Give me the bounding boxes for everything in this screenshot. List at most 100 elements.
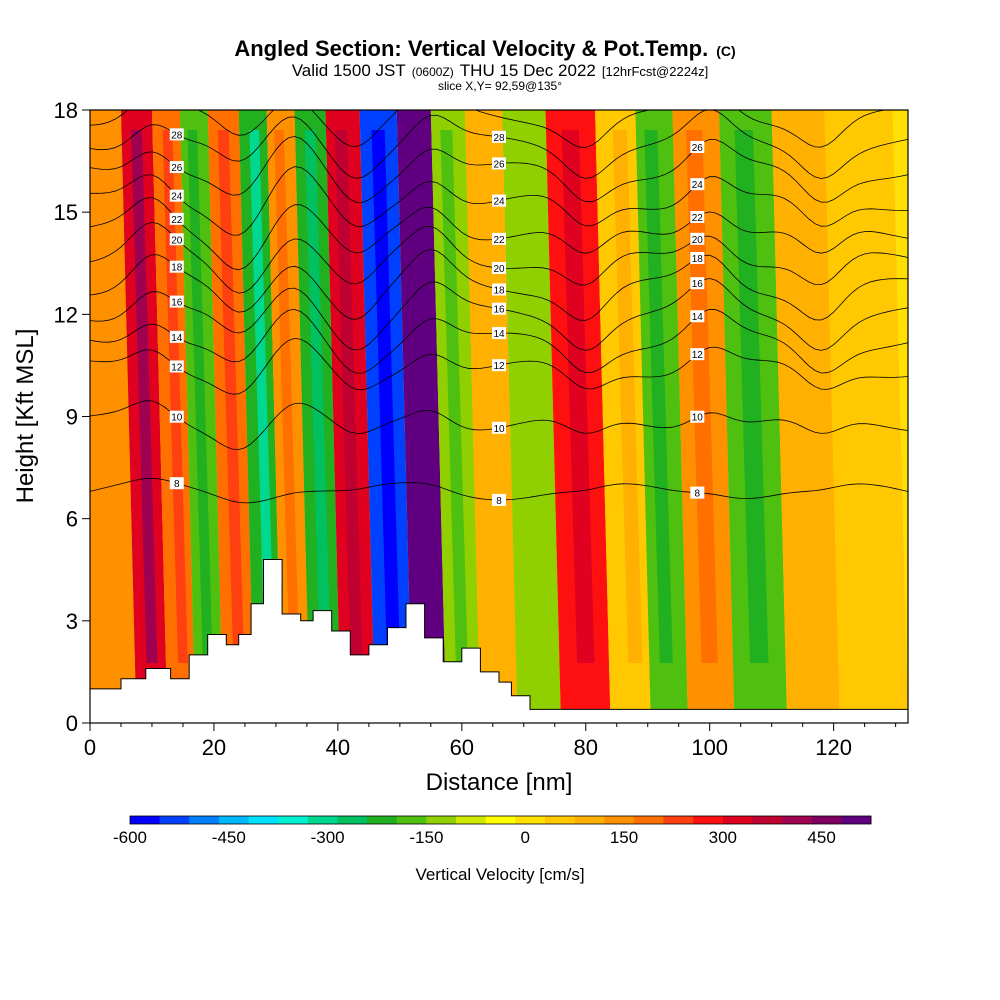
colorbar-swatch <box>693 816 724 824</box>
theta-contour-label: 28 <box>169 128 184 141</box>
velocity-field <box>90 110 908 723</box>
theta-contour-label: 18 <box>690 251 705 265</box>
velocity-core <box>734 130 769 663</box>
velocity-core <box>97 130 130 663</box>
chart-subtitle: Valid 1500 JST (0600Z) THU 15 Dec 2022 [12h… <box>292 61 709 80</box>
colorbar-tick-label: 0 <box>520 828 529 847</box>
svg-text:20: 20 <box>692 235 704 246</box>
theta-contour-label: 26 <box>169 161 184 174</box>
svg-text:14: 14 <box>171 333 183 344</box>
velocity-core <box>790 130 825 663</box>
colorbar-tick-label: 150 <box>610 828 638 847</box>
svg-text:18: 18 <box>493 285 505 296</box>
velocity-core <box>440 130 468 663</box>
velocity-core <box>371 130 401 663</box>
theta-contour-label: 24 <box>492 194 506 208</box>
x-tick-label: 80 <box>574 735 598 760</box>
x-tick-label: 120 <box>815 735 852 760</box>
svg-text:18: 18 <box>171 263 183 274</box>
y-tick-label: 12 <box>54 302 78 327</box>
y-tick-label: 9 <box>66 405 78 430</box>
colorbar-tick-label: -450 <box>212 828 246 847</box>
x-tick-label: 0 <box>84 735 96 760</box>
y-tick-label: 0 <box>66 711 78 736</box>
theta-contour-label: 20 <box>690 232 705 246</box>
theta-contour-label: 10 <box>492 421 506 435</box>
theta-contour-label: 18 <box>492 283 506 296</box>
svg-text:24: 24 <box>493 197 505 208</box>
colorbar-swatch <box>544 816 576 824</box>
colorbar-swatch <box>604 816 635 824</box>
colorbar-swatch <box>752 816 783 824</box>
x-tick-label: 60 <box>450 735 474 760</box>
svg-text:28: 28 <box>171 130 183 141</box>
colorbar-swatch <box>515 816 546 824</box>
theta-contour-label: 16 <box>169 295 184 309</box>
svg-text:22: 22 <box>171 215 183 226</box>
y-tick-label: 18 <box>54 98 78 123</box>
colorbar: -600 -450 -300 -150 0 150 300 450 <box>113 815 872 847</box>
svg-text:10: 10 <box>493 424 505 435</box>
y-tick-label: 3 <box>66 609 78 634</box>
colorbar-swatch <box>811 816 842 824</box>
velocity-core <box>274 130 300 663</box>
svg-text:12: 12 <box>692 350 704 361</box>
colorbar-tick-label: 450 <box>807 828 835 847</box>
velocity-core <box>131 130 158 663</box>
theta-contour-label: 10 <box>690 410 705 424</box>
velocity-core <box>561 130 595 663</box>
x-tick-label: 100 <box>691 735 728 760</box>
colorbar-swatch <box>307 816 338 824</box>
y-tick-label: 6 <box>66 507 78 532</box>
theta-contour-label: 10 <box>169 410 184 424</box>
colorbar-swatch <box>189 816 220 824</box>
velocity-core <box>335 130 363 663</box>
x-tick-label: 20 <box>202 735 226 760</box>
svg-text:14: 14 <box>692 312 704 323</box>
colorbar-swatch <box>426 816 457 824</box>
svg-text:22: 22 <box>493 235 505 246</box>
y-axis-label: Height [Kft MSL] <box>12 329 39 504</box>
colorbar-swatch <box>367 816 398 824</box>
svg-text:28: 28 <box>493 133 505 144</box>
colorbar-swatch <box>396 816 427 824</box>
svg-text:22: 22 <box>692 213 704 224</box>
colorbar-tick-label: 300 <box>709 828 737 847</box>
x-tick-label: 40 <box>326 735 350 760</box>
plot-area: 8 8 8 10 10 10 12 12 12 14 14 14 16 16 16 18 18 18 20 20 20 2… <box>90 110 908 723</box>
svg-text:10: 10 <box>692 413 704 424</box>
colorbar-swatch <box>633 816 665 824</box>
theta-contour-label: 14 <box>690 310 705 323</box>
theta-contour-label: 12 <box>492 359 506 372</box>
svg-text:20: 20 <box>493 264 505 275</box>
theta-contour-label: 26 <box>690 140 705 154</box>
svg-text:8: 8 <box>496 496 502 507</box>
theta-contour-label: 8 <box>492 493 506 507</box>
svg-text:8: 8 <box>695 489 701 500</box>
theta-contour-label: 18 <box>169 260 184 274</box>
svg-text:20: 20 <box>171 235 183 246</box>
theta-contours: 8 8 8 10 10 10 12 12 12 14 14 14 16 16 16 18 18 18 20 20 20 2… <box>90 110 908 507</box>
svg-text:24: 24 <box>171 192 183 203</box>
colorbar-swatch <box>841 816 872 824</box>
colorbar-swatch <box>337 816 368 824</box>
colorbar-swatch <box>130 816 161 824</box>
theta-contour-label: 16 <box>690 277 705 290</box>
svg-text:18: 18 <box>692 254 704 265</box>
theta-contour-label: 24 <box>690 178 705 191</box>
colorbar-swatch <box>663 816 694 824</box>
axes: 0 20 40 60 80 100 120 0 3 6 9 12 15 18 <box>54 98 897 760</box>
colorbar-swatch <box>782 816 813 824</box>
svg-text:26: 26 <box>171 163 183 174</box>
svg-text:24: 24 <box>692 180 704 191</box>
svg-text:16: 16 <box>171 298 183 309</box>
svg-text:16: 16 <box>493 305 505 316</box>
colorbar-swatch <box>456 816 487 824</box>
velocity-core <box>162 130 188 663</box>
colorbar-tick-label: -600 <box>113 828 147 847</box>
theta-contour-label: 14 <box>492 327 506 340</box>
chart-title: Angled Section: Vertical Velocity & Pot.… <box>234 36 735 61</box>
colorbar-swatch <box>722 816 753 824</box>
x-axis-label: Distance [nm] <box>426 769 573 796</box>
theta-contour-label: 28 <box>492 130 506 144</box>
